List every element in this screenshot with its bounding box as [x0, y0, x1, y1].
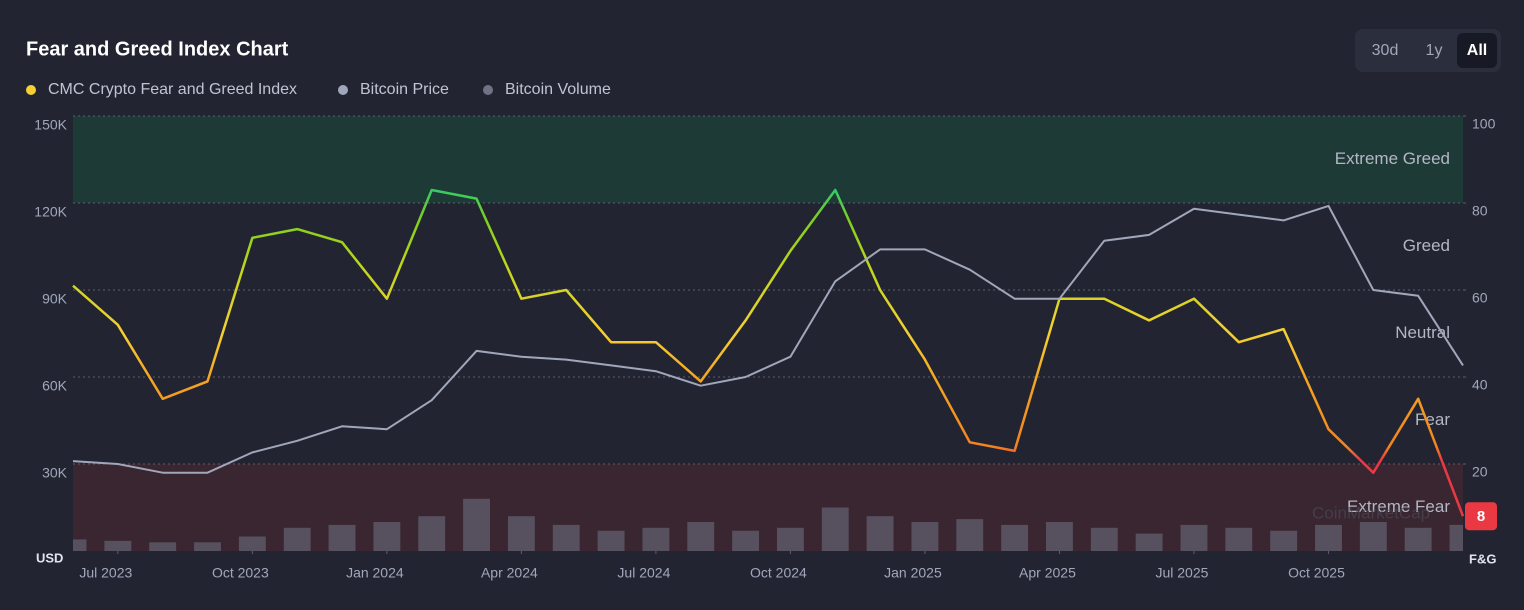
volume-bar — [507, 516, 535, 551]
volume-bar — [1359, 522, 1387, 551]
x-tick-label: Oct 2023 — [212, 565, 269, 581]
price-line — [72, 204, 1464, 474]
volume-bar — [194, 542, 221, 551]
volume-bar — [1135, 533, 1163, 551]
zone-label: Neutral — [1395, 323, 1450, 342]
y-tick-label: 90K — [42, 291, 68, 307]
volume-bar — [776, 527, 804, 551]
volume-bar — [418, 516, 446, 551]
volume-bar — [597, 530, 625, 551]
chart-title: Fear and Greed Index Chart — [26, 38, 289, 60]
range-button[interactable]: All — [1467, 42, 1487, 59]
bands — [73, 116, 1463, 551]
legend-dot — [483, 85, 493, 95]
legend-dot — [26, 85, 36, 95]
x-tick-label: Apr 2024 — [481, 565, 538, 581]
volume-bar — [956, 519, 984, 551]
range-button[interactable]: 1y — [1426, 42, 1443, 59]
volume-bar — [1449, 524, 1463, 551]
y2-tick-label: 60 — [1472, 290, 1488, 306]
y-tick-label: 120K — [34, 204, 67, 220]
x-tick-label: Oct 2025 — [1288, 565, 1345, 581]
volume-bar — [73, 539, 87, 551]
y2-tick-label: 80 — [1472, 203, 1488, 219]
y-axis-label: USD — [36, 550, 63, 565]
watermark: CoinMarketCap — [1312, 503, 1430, 522]
volume-bar — [104, 540, 132, 551]
volume-bar — [149, 542, 177, 551]
volume-bar — [1180, 524, 1208, 551]
last-value-badge — [1465, 502, 1497, 531]
volume-bar — [1315, 524, 1342, 551]
x-tick-label: Jul 2023 — [79, 565, 132, 581]
x-tick-label: Apr 2025 — [1019, 565, 1076, 581]
volume-bar — [283, 527, 311, 551]
volume-bar — [1090, 527, 1118, 551]
zone-label: Fear — [1415, 410, 1450, 429]
zone-label: Extreme Greed — [1335, 149, 1450, 168]
volume-bar — [732, 530, 760, 551]
volume-bar — [1225, 527, 1253, 551]
volume-bar — [552, 524, 580, 551]
y2-axis-label: F&G — [1469, 551, 1496, 566]
fear-greed-line — [72, 188, 1465, 517]
zone-band — [73, 464, 1463, 551]
x-tick-label: Jul 2024 — [617, 565, 670, 581]
y-tick-label: 150K — [34, 117, 67, 133]
button-active-bg — [1457, 33, 1497, 68]
volume-bar — [1404, 527, 1432, 551]
y-tick-label: 30K — [42, 465, 68, 481]
legend-label: Bitcoin Price — [360, 81, 449, 98]
y2-tick-label: 20 — [1472, 464, 1488, 480]
x-tick-label: Jan 2024 — [346, 565, 404, 581]
volume-bar — [238, 536, 266, 551]
volume-bar — [911, 522, 939, 551]
zone-label: Greed — [1403, 236, 1450, 255]
x-tick-label: Jul 2025 — [1155, 565, 1208, 581]
zone-label: Extreme Fear — [1347, 497, 1450, 516]
volume-bar — [1001, 524, 1029, 551]
volume-bar — [687, 522, 715, 551]
x-tick-label: Jan 2025 — [884, 565, 942, 581]
y2-tick-label: 40 — [1472, 377, 1488, 393]
volume-bar — [328, 524, 356, 551]
volume-bar — [642, 527, 670, 551]
zone-band — [73, 116, 1463, 203]
y-tick-label: 60K — [42, 378, 68, 394]
legend-label: CMC Crypto Fear and Greed Index — [48, 81, 297, 98]
legend-dot — [338, 85, 348, 95]
volume-bar — [373, 522, 401, 551]
volume-bar — [1046, 522, 1073, 551]
x-tick-label: Oct 2024 — [750, 565, 807, 581]
volume-bar — [1270, 530, 1298, 551]
volume-bar — [463, 498, 490, 551]
range-button[interactable]: 30d — [1372, 42, 1399, 59]
legend-label: Bitcoin Volume — [505, 81, 611, 98]
y2-tick-label: 100 — [1472, 116, 1496, 132]
last-value-label: 8 — [1477, 508, 1485, 525]
volume-bar — [866, 516, 894, 551]
volume-bar — [821, 507, 849, 551]
